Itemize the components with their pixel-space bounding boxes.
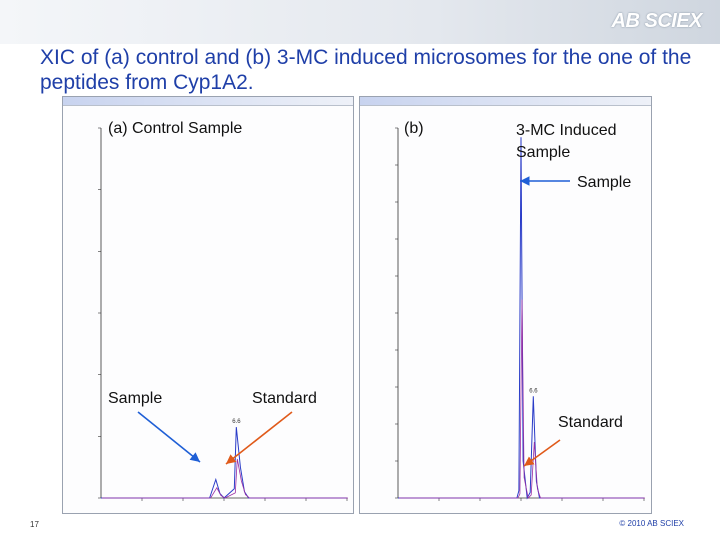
caption-induced-sample: 3-MC Induced Sample (516, 122, 617, 161)
xic-trace-a (101, 427, 347, 499)
header-band (0, 0, 720, 44)
xic-trace-secondary-a (102, 458, 348, 499)
chart-panel-induced: 6.6 (359, 96, 652, 514)
annotation-standard-a: Standard (252, 390, 317, 407)
caption-b: (b) (404, 120, 424, 137)
annotation-sample-a: Sample (108, 390, 163, 407)
annotation-sample-b: Sample (577, 174, 632, 191)
slide-title: XIC of (a) control and (b) 3-MC induced … (40, 46, 692, 94)
ab-sciex-logo: AB SCIEX (611, 10, 703, 32)
xic-trace-secondary-b (399, 299, 645, 499)
annotation-standard-b: Standard (558, 414, 623, 431)
slide-number: 17 (30, 520, 39, 529)
panel-header-a (63, 97, 353, 106)
xic-plot-control: 6.6 (98, 127, 348, 501)
peak-label: 6.6 (232, 419, 241, 425)
peak-label: 6.6 (529, 388, 538, 394)
copyright: © 2010 AB SCIEX (619, 519, 684, 528)
chart-panel-control: 6.6 (62, 96, 354, 514)
xic-plot-induced: 6.6 (395, 127, 645, 501)
caption-control-sample: (a) Control Sample (108, 120, 243, 137)
panel-header-b (360, 97, 651, 106)
